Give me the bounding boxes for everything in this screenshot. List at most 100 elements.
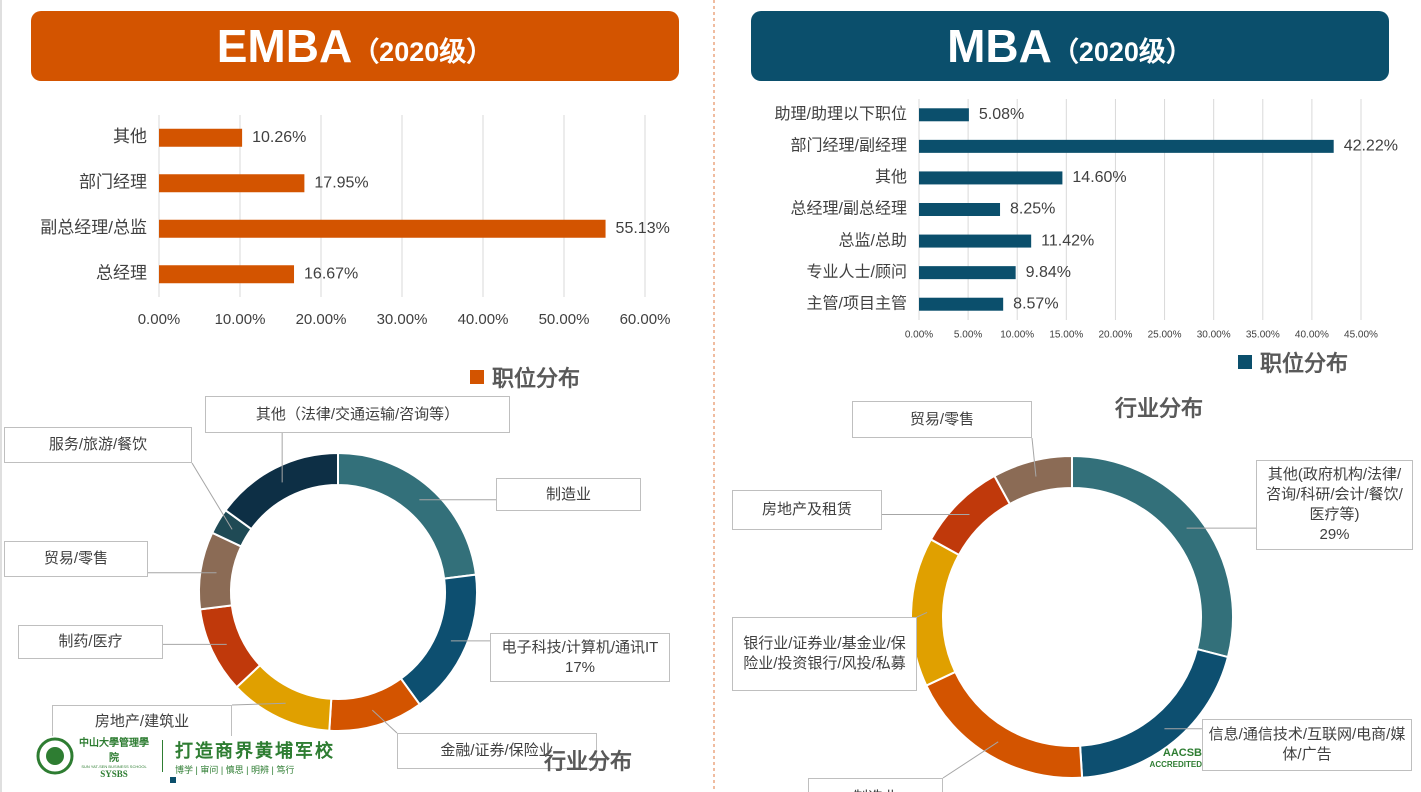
callout: 银行业/证券业/基金业/保险业/投资银行/风投/私募 <box>732 617 917 691</box>
header-sub: （2020级） <box>1051 36 1193 67</box>
y-tick-label: 主管/项目主管 <box>807 294 907 312</box>
school-abbr: SYSBS <box>100 768 128 779</box>
legend: 职位分布 <box>470 361 580 393</box>
school-block: 中山大學管理學院 SUN YAT-SEN BUSINESS SCHOOL SYS… <box>78 734 150 779</box>
legend: 职位分布 <box>1238 346 1348 378</box>
marker <box>170 777 176 783</box>
y-tick-label: 总经理/副总经理 <box>791 200 907 218</box>
x-tick-label: 10.00% <box>1000 330 1034 341</box>
mba-header: MBA （2020级） <box>751 11 1389 81</box>
legend-label: 职位分布 <box>1260 351 1349 376</box>
value-label: 8.57% <box>1013 295 1058 312</box>
callout-category: 贸易/零售 <box>909 410 975 428</box>
leader-line <box>231 702 286 706</box>
y-tick-label: 总监/总助 <box>839 231 907 249</box>
legend-swatch <box>1238 355 1252 369</box>
x-tick-label: 30.00% <box>1197 330 1231 341</box>
donut-slice <box>328 677 422 732</box>
bar <box>919 297 1004 311</box>
y-tick-label: 专业人士/顾问 <box>807 263 907 281</box>
x-tick-label: 45.00% <box>1344 330 1378 341</box>
chart-title: 行业分布 <box>1115 396 1204 421</box>
leader-line <box>191 462 233 530</box>
callout-category: 房地产/建筑业 <box>94 713 190 730</box>
donut-slice <box>924 670 1084 779</box>
callout: 其他（法律/交通运输/咨询等） <box>205 396 510 433</box>
callout: 制造业 <box>808 778 943 792</box>
x-tick-label: 50.00% <box>539 311 590 328</box>
value-label: 17.95% <box>314 174 368 191</box>
callout-category: 电子科技/计算机/通讯IT <box>501 638 659 656</box>
legend-swatch <box>470 370 484 384</box>
x-tick-label: 20.00% <box>296 311 347 328</box>
bar <box>919 171 1063 185</box>
donut-slice <box>929 474 1012 557</box>
motto: 博学 | 审问 | 慎思 | 明辨 | 笃行 <box>175 764 295 775</box>
callout: 制药/医疗 <box>18 625 163 659</box>
x-tick-label: 0.00% <box>905 330 933 341</box>
x-tick-label: 10.00% <box>215 311 266 328</box>
bar <box>159 174 305 193</box>
bar <box>919 139 1334 153</box>
callout: 金融/证券/保险业 <box>397 733 597 769</box>
bar <box>159 219 606 238</box>
header-sub: （2020级） <box>352 36 494 67</box>
value-label: 9.84% <box>1026 264 1071 281</box>
bar <box>919 108 969 122</box>
callout: 制造业 <box>496 478 641 511</box>
y-tick-label: 部门经理 <box>79 173 147 192</box>
bar <box>919 203 1001 216</box>
callout-category: 贸易/零售 <box>43 550 109 567</box>
donut-slice <box>399 573 478 706</box>
callout: 信息/通信技术/互联网/电商/媒体/广告 <box>1202 719 1412 771</box>
donut-slice <box>198 604 262 689</box>
badge-sub: ACCREDITED <box>1149 760 1202 769</box>
y-tick-label: 其他 <box>113 127 147 146</box>
legend-label: 职位分布 <box>492 366 581 391</box>
value-label: 5.08% <box>979 106 1024 123</box>
badge-main: AACSB <box>1162 747 1202 759</box>
value-label: 16.67% <box>304 265 358 282</box>
callout-category: 房地产及租赁 <box>761 501 852 518</box>
callout-category: 信息/通信技术/互联网/电商/媒体/广告 <box>1208 726 1406 763</box>
value-label: 14.60% <box>1072 169 1126 186</box>
slogan-block: 打造商界黄埔军校 博学 | 审问 | 慎思 | 明辨 | 笃行 <box>175 737 335 776</box>
x-tick-label: 40.00% <box>458 311 509 328</box>
x-tick-label: 40.00% <box>1295 330 1329 341</box>
callout-category: 银行业/证券业/基金业/保险业/投资银行/风投/私募 <box>743 635 906 672</box>
school-en: SUN YAT-SEN BUSINESS SCHOOL <box>81 763 147 769</box>
callout: 贸易/零售 <box>852 401 1032 438</box>
value-label: 42.22% <box>1344 138 1398 155</box>
header-main: EMBA <box>216 20 353 72</box>
bar <box>159 265 295 284</box>
footer-logo: 中山大學管理學院 SUN YAT-SEN BUSINESS SCHOOL SYS… <box>36 734 366 779</box>
callout-category: 其他（法律/交通运输/咨询等） <box>255 405 460 423</box>
separator <box>162 740 163 772</box>
value-label: 10.26% <box>252 129 306 146</box>
callout: 电子科技/计算机/通讯IT 17% <box>490 633 670 682</box>
callout: 服务/旅游/餐饮 <box>4 427 192 463</box>
leader-line <box>371 709 398 734</box>
x-tick-label: 60.00% <box>620 311 671 328</box>
leader-line <box>916 611 928 618</box>
callout-category: 制药/医疗 <box>58 633 123 650</box>
x-tick-label: 25.00% <box>1148 330 1182 341</box>
callout-category: 其他(政府机构/法律/咨询/科研/会计/餐饮/医疗等) <box>1266 466 1403 523</box>
x-tick-label: 5.00% <box>954 330 982 341</box>
school-cn: 中山大學管理學院 <box>79 737 149 764</box>
callout-category: 制造业 <box>545 485 591 503</box>
donut-slice <box>1071 454 1234 659</box>
callout: 其他(政府机构/法律/咨询/科研/会计/餐饮/医疗等) 29% <box>1256 460 1413 550</box>
y-tick-label: 助理/助理以下职位 <box>775 105 907 123</box>
y-tick-label: 总经理 <box>96 264 147 283</box>
y-tick-label: 其他 <box>875 168 907 186</box>
y-tick-label: 部门经理/副经理 <box>791 137 907 155</box>
emblem <box>36 737 74 775</box>
callout-value: 17% <box>564 658 596 676</box>
callout: 贸易/零售 <box>4 541 148 577</box>
x-tick-label: 15.00% <box>1049 330 1083 341</box>
bar <box>919 266 1016 280</box>
slogan: 打造商界黄埔军校 <box>175 740 335 761</box>
